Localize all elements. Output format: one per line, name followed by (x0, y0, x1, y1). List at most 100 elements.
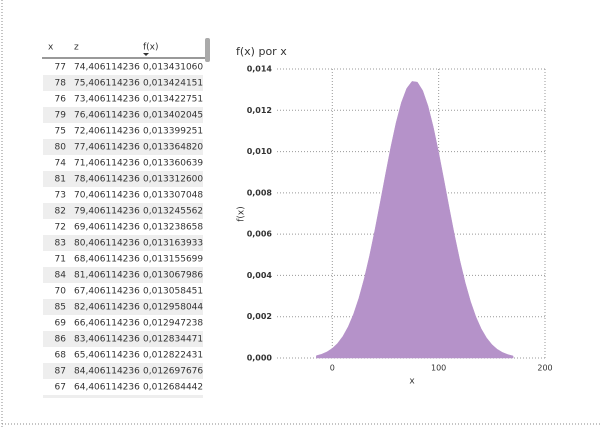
scrollbar[interactable] (205, 38, 210, 62)
table-cell: 83,406114236 (74, 335, 140, 345)
table-cell: 70 (55, 287, 67, 297)
table-cell: 0,013307048 (143, 191, 203, 201)
table-cell: 71,406114236 (74, 159, 140, 169)
table-cell: 73,406114236 (74, 95, 140, 105)
table-cell: 72 (55, 223, 66, 233)
table-cell: 0,013067986 (143, 271, 203, 281)
x-tick-label: 200 (537, 364, 552, 373)
table-cell: 87 (55, 367, 66, 377)
table-cell: 84,406114236 (74, 367, 140, 377)
table-cell: 0,013155699 (143, 255, 203, 265)
column-header: f(x) (143, 43, 159, 53)
chart-title: f(x) por x (236, 45, 287, 58)
y-tick-label: 0,000 (247, 354, 273, 363)
table-cell: 65,406114236 (74, 351, 140, 361)
row-band (43, 267, 203, 283)
x-axis-label: x (409, 377, 415, 387)
table-cell: 0,012822431 (143, 351, 203, 361)
x-tick-label: 0 (330, 364, 335, 373)
table-cell: 88 (55, 399, 67, 409)
table-cell: 0,013431060 (143, 63, 203, 73)
table-cell: 0,013364820 (143, 143, 203, 153)
table: x z f(x) 77 74,406114236 0,013431060 78 75,4061… (42, 38, 210, 409)
row-band (43, 75, 203, 91)
row-band (43, 395, 203, 398)
table-cell: 0,013163933 (143, 239, 203, 249)
area (316, 81, 514, 359)
table-cell: 78 (55, 79, 67, 89)
table-cell: 71 (55, 255, 66, 265)
table-cell: 0,013058451 (143, 287, 203, 297)
y-tick-label: 0,004 (247, 271, 273, 280)
row-band (43, 139, 203, 155)
table-cell: 0,013238658 (143, 223, 203, 233)
table-cell: 0,013399251 (143, 127, 203, 137)
table-cell: 77 (55, 63, 66, 73)
table-cell: 72,406114236 (74, 127, 140, 137)
table-cell: 81 (55, 175, 66, 185)
table-cell: 85 (55, 303, 66, 313)
y-tick-label: 0,012 (247, 106, 272, 115)
table-cell: 66,406114236 (74, 319, 140, 329)
table-cell: 0,013424151 (143, 79, 203, 89)
table-cell: 0,013312600 (143, 175, 203, 185)
y-tick-label: 0,010 (247, 147, 273, 156)
table-cell: 0,012697676 (143, 367, 203, 377)
table-cell: 75 (55, 127, 66, 137)
table-cell: 84 (55, 271, 67, 281)
sort-indicator[interactable] (143, 53, 149, 56)
table-cell: 86 (55, 335, 67, 345)
table-cell: 70,406114236 (74, 191, 140, 201)
table-cell: 75,406114236 (74, 79, 140, 89)
table-cell: 83 (55, 239, 66, 249)
table-cell: 68 (55, 351, 67, 361)
table-cell: 74,406114236 (74, 63, 140, 73)
row-band (43, 363, 203, 379)
table-cell: 85,406114236 (74, 399, 140, 409)
table-cell: 0,013422751 (143, 95, 203, 105)
table-cell: 64,406114236 (74, 383, 140, 393)
table-cell: 69,406114236 (74, 223, 140, 233)
row-band (43, 171, 203, 187)
table-cell: 69 (55, 319, 67, 329)
table-cell: 78,406114236 (74, 175, 140, 185)
table-cell: 79 (55, 111, 67, 121)
y-tick-label: 0,014 (247, 65, 273, 74)
row-band (43, 203, 203, 219)
table-cell: 0,013402045 (143, 111, 203, 121)
table-cell: 68,406114236 (74, 255, 140, 265)
table-cell: 77,406114236 (74, 143, 140, 153)
table-cell: 82,406114236 (74, 303, 140, 313)
row-band (43, 235, 203, 251)
table-cell: 0,013360639 (143, 159, 203, 169)
table-cell: 0,012958044 (143, 303, 203, 313)
row-band (43, 107, 203, 123)
table-cell: 0,012548108 (143, 399, 203, 409)
row-band (43, 299, 203, 315)
table-cell: 81,406114236 (74, 271, 140, 281)
table-cell: 0,012947238 (143, 319, 203, 329)
y-axis-label: f(x) (237, 206, 247, 222)
table-cell: 82 (55, 207, 66, 217)
table-cell: 67,406114236 (74, 287, 140, 297)
table-cell: 0,013245562 (143, 207, 203, 217)
y-tick-label: 0,006 (247, 230, 273, 239)
column-header: x (48, 43, 54, 53)
row-band (43, 331, 203, 347)
table-cell: 79,406114236 (74, 207, 140, 217)
table-cell: 74 (55, 159, 67, 169)
table-cell: 0,012834471 (143, 335, 203, 345)
table-cell: 0,012684442 (143, 383, 203, 393)
table-cell: 67 (55, 383, 66, 393)
table-cell: 76 (55, 95, 67, 105)
column-header: z (74, 43, 79, 53)
table-cell: 80 (55, 143, 67, 153)
table-cell: 80,406114236 (74, 239, 140, 249)
x-tick-label: 100 (431, 364, 446, 373)
y-tick-label: 0,002 (247, 312, 272, 321)
table-cell: 76,406114236 (74, 111, 140, 121)
table-cell: 73 (55, 191, 66, 201)
